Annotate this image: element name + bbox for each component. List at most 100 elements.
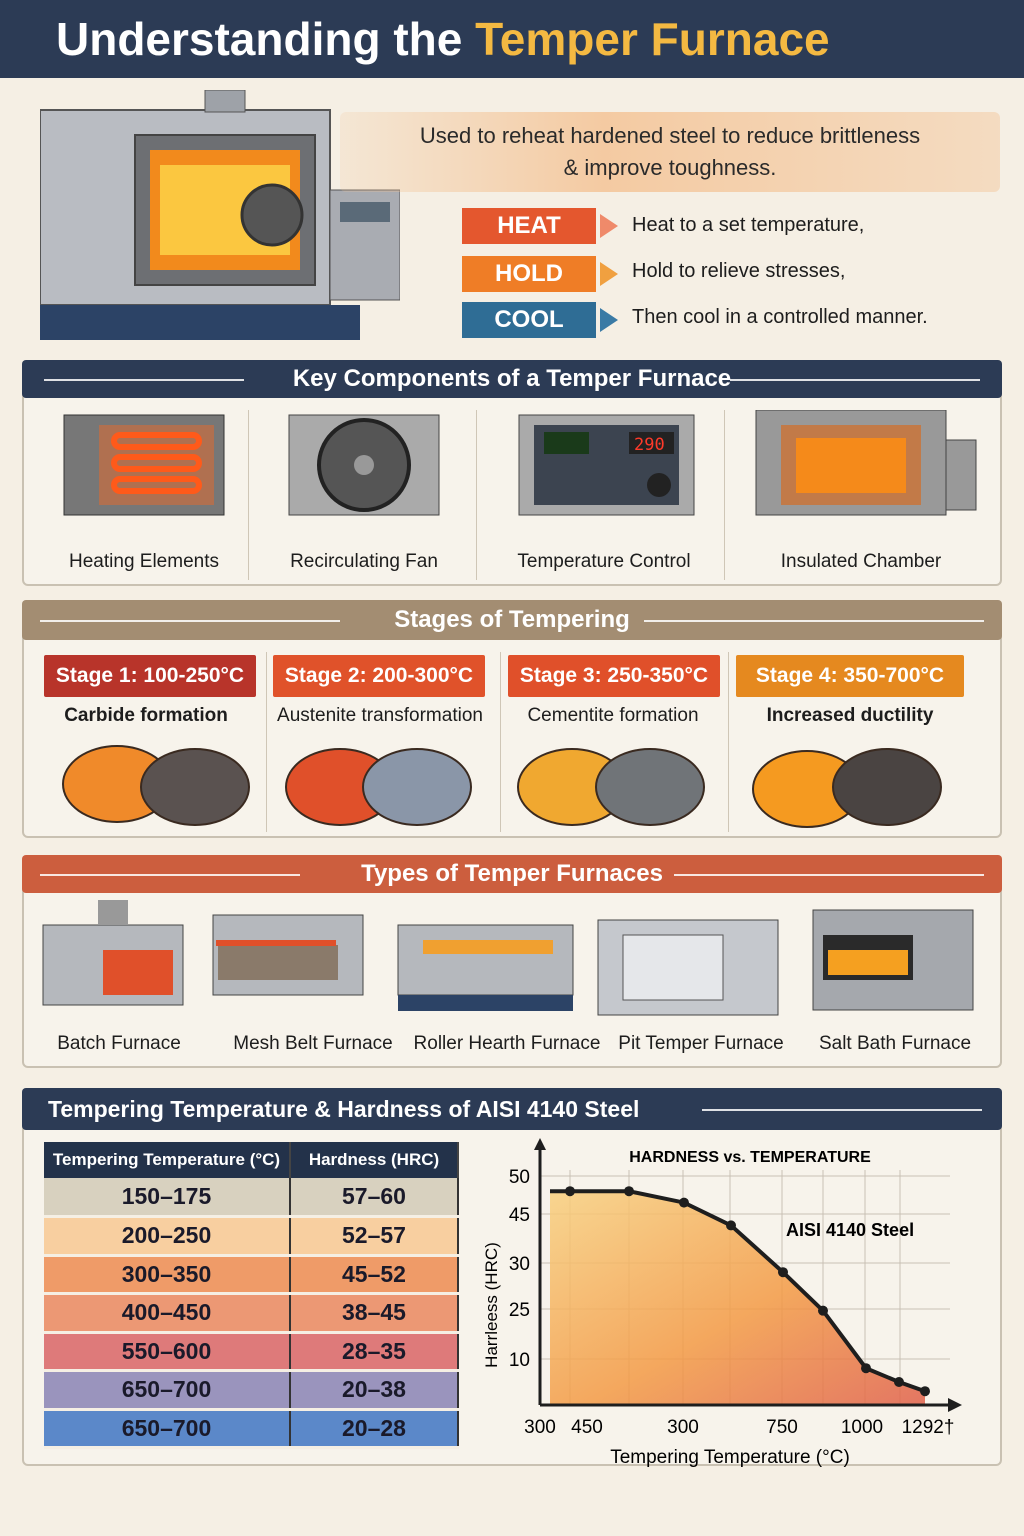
temperature-cell: 400–450 bbox=[44, 1293, 291, 1334]
chart-annotation: AISI 4140 Steel bbox=[786, 1220, 914, 1240]
temperature-cell: 300–350 bbox=[44, 1255, 291, 1295]
type-roller-hearth-furnace: Roller Hearth Furnace bbox=[413, 1033, 601, 1054]
insulated-chamber-icon bbox=[755, 409, 977, 516]
types-section-header: Types of Temper Furnaces bbox=[22, 855, 1002, 893]
furnace-types-illustrations bbox=[42, 900, 974, 1016]
heating-elements-icon bbox=[63, 414, 225, 516]
data-point bbox=[861, 1363, 871, 1374]
microstructure-disc-icon bbox=[832, 748, 942, 826]
type-salt-bath-furnace: Salt Bath Furnace bbox=[818, 1033, 972, 1054]
cool-desc: Then cool in a controlled manner. bbox=[632, 306, 928, 328]
stage-3-desc: Cementite formation bbox=[527, 705, 699, 726]
component-label: Heating Elements bbox=[69, 551, 219, 572]
hold-desc: Hold to relieve stresses, bbox=[632, 260, 846, 282]
table-row: 200–250 52–57 bbox=[44, 1216, 459, 1257]
y-axis-arrow-icon bbox=[534, 1138, 546, 1150]
temperature-cell: 650–700 bbox=[44, 1370, 291, 1411]
temperature-controller-icon: 290 bbox=[518, 414, 695, 516]
title-prefix: Understanding the bbox=[56, 13, 476, 65]
type-pit-temper-furnace: Pit Temper Furnace bbox=[618, 1033, 784, 1054]
chart-title: HARDNESS vs. TEMPERATURE bbox=[629, 1149, 871, 1166]
x-axis-label: Tempering Temperature (°C) bbox=[610, 1447, 850, 1468]
hardness-cell: 28–35 bbox=[290, 1332, 459, 1372]
y-tick-label: 45 bbox=[509, 1205, 530, 1226]
microstructure-disc-icon bbox=[595, 748, 705, 826]
components-title: Key Components of a Temper Furnace bbox=[292, 365, 732, 392]
types-title: Types of Temper Furnaces bbox=[361, 860, 663, 887]
data-point bbox=[679, 1197, 689, 1208]
header-bar: Understanding the Temper Furnace bbox=[0, 0, 1024, 78]
data-point bbox=[778, 1267, 788, 1278]
stage-1-desc: Carbide formation bbox=[64, 705, 228, 726]
temperature-cell: 200–250 bbox=[44, 1216, 291, 1257]
temper-furnace-illustration bbox=[40, 90, 400, 340]
component-insulated-chamber: Insulated Chamber bbox=[736, 409, 986, 580]
arrow-right-icon bbox=[600, 308, 618, 332]
type-mesh-belt-furnace: Mesh Belt Furnace bbox=[233, 1033, 393, 1054]
stages-title: Stages of Tempering bbox=[394, 606, 630, 633]
arrow-right-icon bbox=[600, 214, 618, 238]
fan-icon bbox=[288, 414, 440, 516]
temperature-cell: 650–700 bbox=[44, 1409, 291, 1449]
component-heating-elements: Heating Elements bbox=[44, 410, 244, 580]
hardness-cell: 52–57 bbox=[290, 1216, 459, 1257]
hold-label: HOLD bbox=[462, 256, 596, 292]
type-batch-furnace: Batch Furnace bbox=[57, 1033, 181, 1054]
component-temperature-control: 290 Temperature Control bbox=[494, 410, 714, 580]
stage-4-desc: Increased ductility bbox=[766, 705, 934, 726]
stages-section-header: Stages of Tempering bbox=[22, 600, 1002, 640]
component-label: Insulated Chamber bbox=[780, 551, 942, 572]
roller-hearth-furnace-icon bbox=[397, 924, 574, 1011]
x-tick-label: 1292† bbox=[902, 1417, 955, 1438]
area-fill bbox=[550, 1191, 925, 1405]
hardness-cell: 45–52 bbox=[290, 1255, 459, 1295]
heat-label: HEAT bbox=[462, 208, 596, 244]
temperature-cell: 150–175 bbox=[44, 1178, 291, 1218]
heat-desc: Heat to a set temperature, bbox=[632, 214, 865, 236]
hardness-cell: 57–60 bbox=[290, 1178, 459, 1218]
hardness-table: Tempering Temperature (°C) Hardness (HRC)… bbox=[44, 1142, 459, 1449]
y-tick-label: 50 bbox=[509, 1167, 530, 1188]
data-point bbox=[565, 1186, 575, 1197]
x-tick-label: 300 bbox=[524, 1417, 556, 1438]
stage-3-badge: Stage 3: 250-350°C bbox=[508, 655, 720, 697]
component-label: Recirculating Fan bbox=[290, 551, 438, 572]
data-point bbox=[894, 1377, 904, 1387]
table-row: 400–450 38–45 bbox=[44, 1293, 459, 1334]
component-label: Temperature Control bbox=[517, 551, 691, 572]
data-point bbox=[818, 1305, 828, 1316]
intro-banner: Used to reheat hardened steel to reduce … bbox=[340, 112, 1000, 192]
components-panel: Heating Elements Recirculating Fan 290 T… bbox=[22, 378, 1002, 586]
hardness-cell: 20–38 bbox=[290, 1370, 459, 1411]
intro-line-2: & improve toughness. bbox=[563, 155, 777, 180]
temperature-readout: 290 bbox=[634, 435, 665, 455]
components-section-header: Key Components of a Temper Furnace bbox=[22, 360, 1002, 398]
stage-4-badge: Stage 4: 350-700°C bbox=[736, 655, 964, 697]
y-axis-label: Harrleess (HRC) bbox=[482, 1242, 501, 1368]
y-tick-label: 10 bbox=[509, 1350, 530, 1371]
x-tick-label: 750 bbox=[766, 1417, 798, 1438]
salt-bath-furnace-icon bbox=[812, 909, 974, 1011]
stage-2-desc: Austenite transformation bbox=[277, 705, 483, 726]
x-tick-label: 1000 bbox=[841, 1417, 883, 1438]
hardness-title: Tempering Temperature & Hardness of AISI… bbox=[48, 1096, 640, 1122]
hardness-section-header: Tempering Temperature & Hardness of AISI… bbox=[22, 1088, 1002, 1130]
y-tick-label: 30 bbox=[509, 1254, 530, 1275]
table-row: 650–700 20–28 bbox=[44, 1409, 459, 1449]
component-recirculating-fan: Recirculating Fan bbox=[264, 410, 464, 580]
cool-label: COOL bbox=[462, 302, 596, 338]
temperature-cell: 550–600 bbox=[44, 1332, 291, 1372]
data-point bbox=[624, 1186, 634, 1197]
y-tick-label: 25 bbox=[509, 1300, 530, 1321]
table-row: 550–600 28–35 bbox=[44, 1332, 459, 1372]
x-tick-label: 300 bbox=[667, 1417, 699, 1438]
microstructure-disc-icon bbox=[362, 748, 472, 826]
hardness-curve bbox=[550, 1189, 926, 1394]
stage-2-badge: Stage 2: 200-300°C bbox=[273, 655, 485, 697]
pit-temper-furnace-icon bbox=[597, 919, 779, 1016]
arrow-right-icon bbox=[600, 262, 618, 286]
hardness-chart: HARDNESS vs. TEMPERATURE AISI 4140 Steel… bbox=[482, 1138, 962, 1468]
x-tick-label: 450 bbox=[571, 1417, 603, 1438]
hardness-cell: 20–28 bbox=[290, 1409, 459, 1449]
data-point bbox=[920, 1386, 930, 1397]
